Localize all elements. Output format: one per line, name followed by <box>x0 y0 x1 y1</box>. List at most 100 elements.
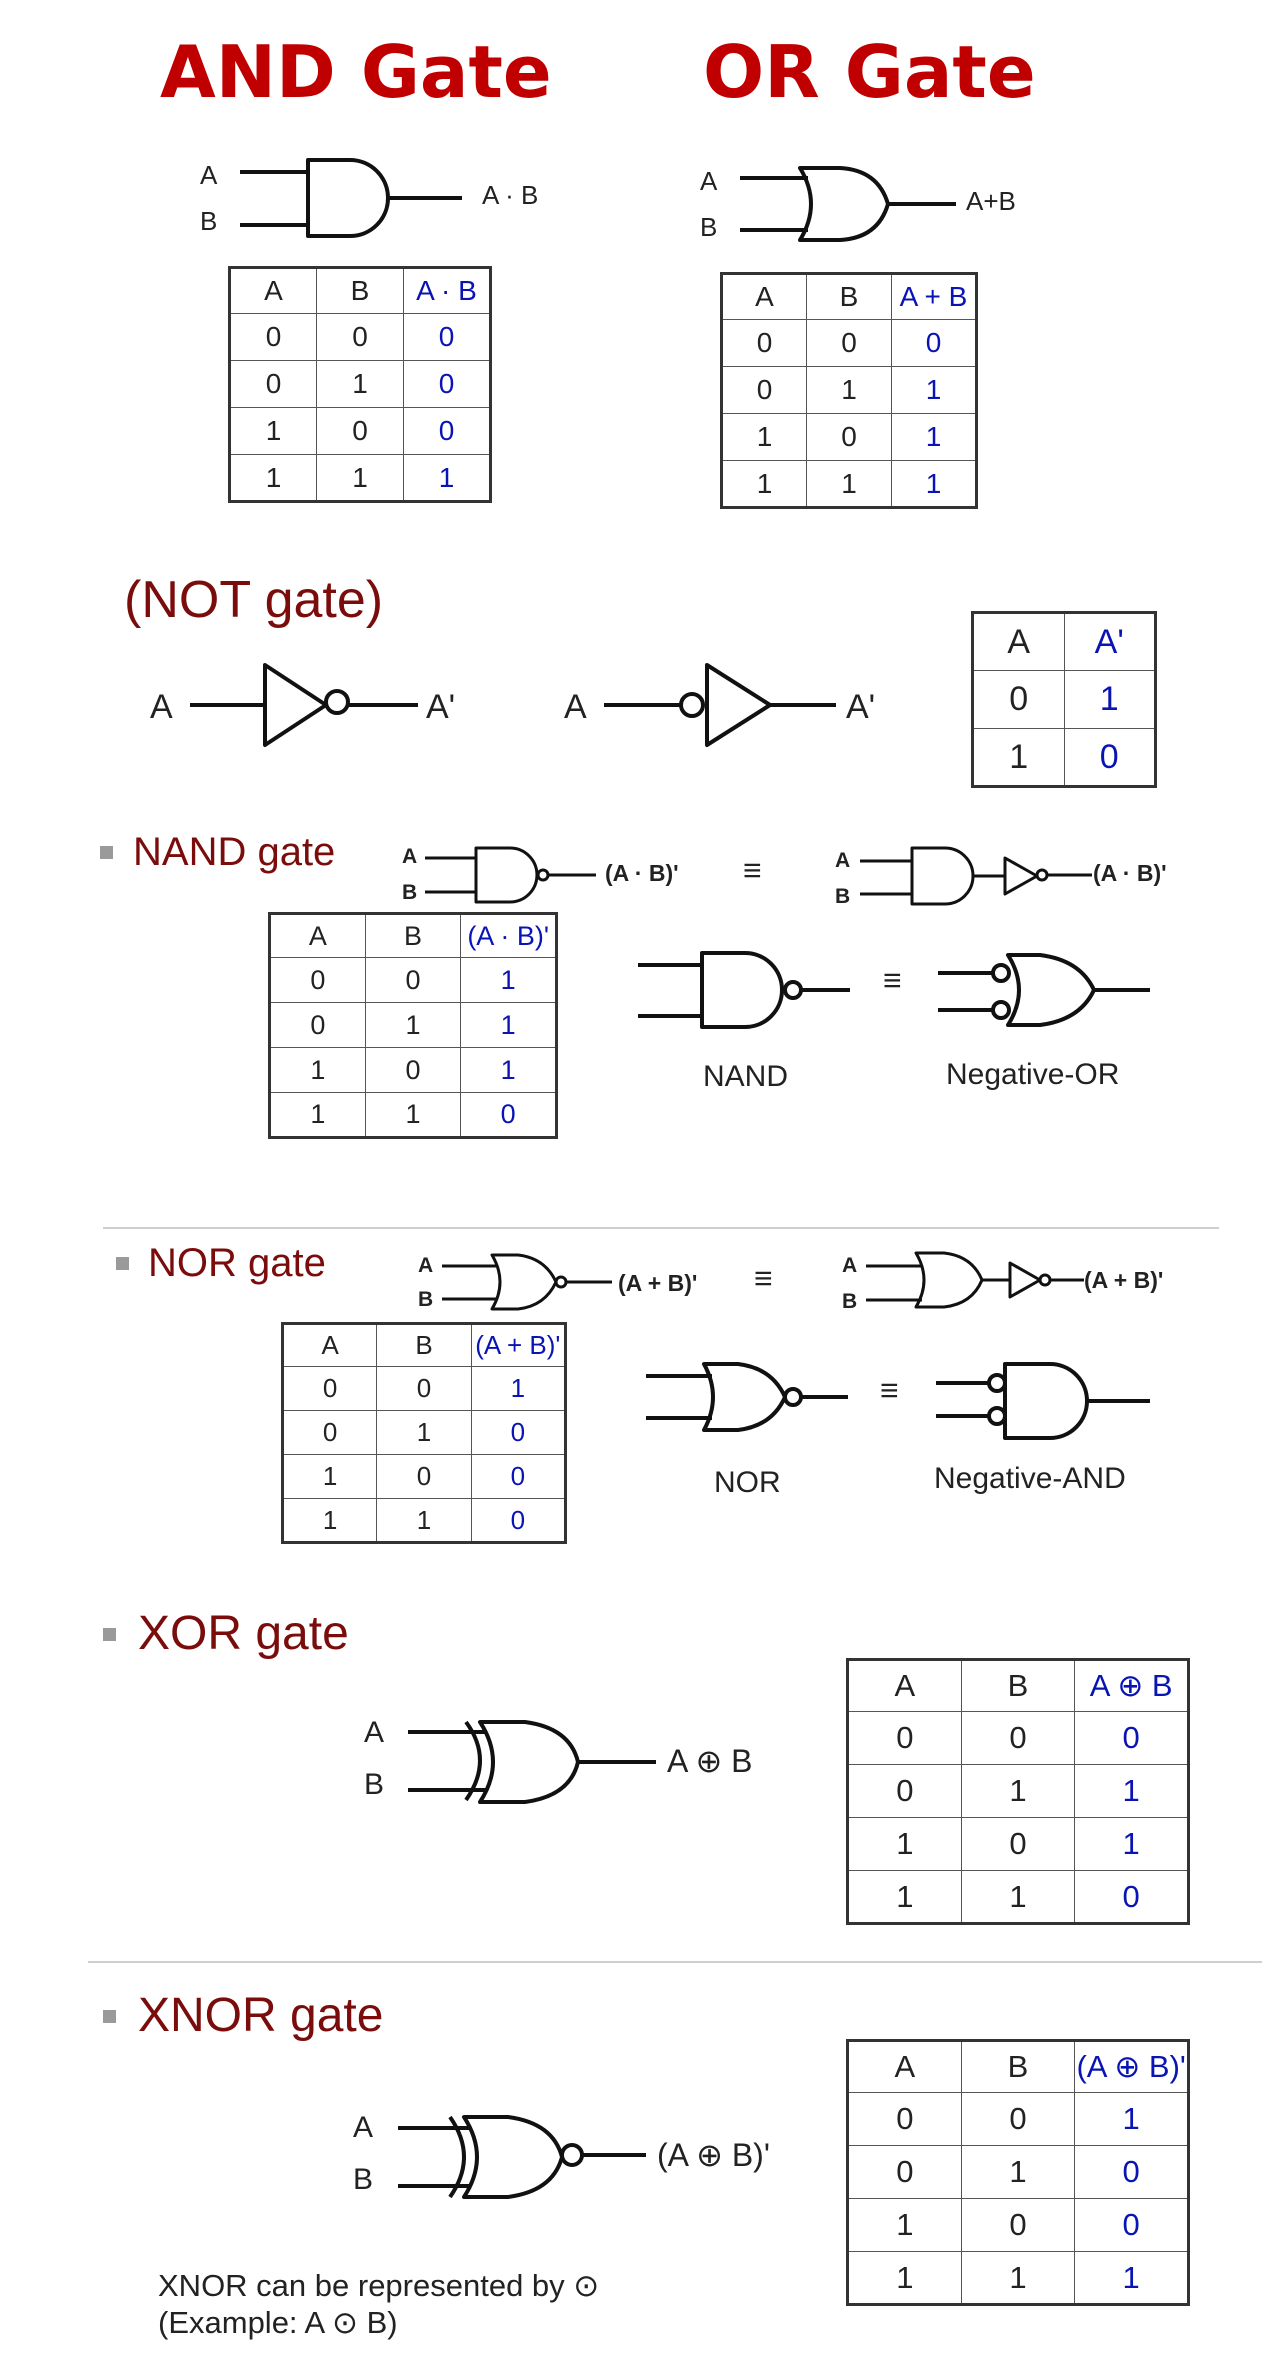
table-cell: 1 <box>269 1092 366 1138</box>
table-cell: 1 <box>721 460 807 508</box>
nand-equivalent-symbol: ≡ <box>743 852 762 888</box>
table-cell: 0 <box>403 313 491 361</box>
table-cell: 0 <box>1074 2198 1189 2252</box>
table-cell: 1 <box>316 360 404 408</box>
table-cell: 0 <box>1074 2145 1189 2199</box>
xor-output-label: A ⊕ B <box>667 1743 753 1779</box>
table-cell: 1 <box>403 454 491 502</box>
table-cell: 0 <box>281 1366 378 1411</box>
table-cell: 1 <box>1074 1764 1189 1818</box>
table-cell: 0 <box>806 319 892 367</box>
nor-output-label-2: (A + B)' <box>1084 1267 1164 1293</box>
table-cell: 1 <box>960 2251 1076 2305</box>
table-cell: 1 <box>960 2145 1076 2199</box>
not-output-label-2: A' <box>846 688 876 726</box>
table-cell: 1 <box>806 460 892 508</box>
table-header: (A ⊕ B)' <box>1074 2040 1189 2093</box>
not-input-label-1: A <box>150 688 173 726</box>
table-cell: 0 <box>470 1498 567 1543</box>
table-cell: 0 <box>721 366 807 414</box>
nand-gate-title: NAND gate <box>133 830 336 874</box>
table-cell: 1 <box>460 1047 557 1093</box>
nand-output-label-2: (A · B)' <box>1093 860 1167 886</box>
xnor-note-line-2: (Example: A ⊙ B) <box>158 2305 398 2340</box>
table-cell: 0 <box>376 1454 472 1499</box>
not-output-label-1: A' <box>426 688 456 726</box>
table-cell: 1 <box>972 728 1065 787</box>
nand-equivalent-symbol-2: ≡ <box>883 962 902 998</box>
table-cell: 1 <box>960 1870 1076 1924</box>
table-cell: 0 <box>316 313 404 361</box>
table-cell: 1 <box>847 1870 962 1924</box>
table-cell: 1 <box>460 957 557 1003</box>
nand-input-a2-label: A <box>835 849 851 872</box>
or-gate-title: OR Gate <box>703 30 1036 114</box>
or-output-label: A+B <box>966 186 1016 216</box>
table-header: A <box>847 2040 962 2093</box>
xnor-gate-title: XNOR gate <box>138 1989 384 2042</box>
nor-output-label: (A + B)' <box>618 1270 698 1296</box>
table-cell: 1 <box>847 1817 962 1871</box>
section-divider <box>103 1227 1219 1229</box>
nand-bullet-icon <box>100 846 113 859</box>
nand-caption: NAND <box>703 1060 789 1093</box>
table-cell: 0 <box>269 957 366 1003</box>
nor-input-a2-label: A <box>842 1254 858 1277</box>
table-cell: 1 <box>891 413 977 461</box>
and-input-a-label: A <box>200 160 218 190</box>
table-header: A <box>269 913 366 958</box>
xor-gate-title: XOR gate <box>138 1607 349 1660</box>
table-cell: 1 <box>229 407 317 455</box>
nor-input-b-label: B <box>418 1288 434 1311</box>
table-header: A' <box>1063 612 1156 671</box>
negative-or-caption: Negative-OR <box>946 1058 1120 1091</box>
table-cell: 0 <box>847 2145 962 2199</box>
table-cell: 0 <box>460 1092 557 1138</box>
table-cell: 0 <box>972 670 1065 729</box>
table-cell: 1 <box>376 1498 472 1543</box>
or-input-b-label: B <box>700 212 718 242</box>
table-cell: 1 <box>1074 2092 1189 2146</box>
table-cell: 1 <box>721 413 807 461</box>
xnor-note-line-1: XNOR can be represented by ⊙ <box>158 2268 600 2303</box>
and-input-b-label: B <box>200 206 218 236</box>
table-cell: 1 <box>847 2198 962 2252</box>
xor-input-a-label: A <box>364 1716 385 1749</box>
table-cell: 0 <box>1063 728 1156 787</box>
table-cell: 1 <box>806 366 892 414</box>
not-input-label-2: A <box>564 688 587 726</box>
table-cell: 1 <box>269 1047 366 1093</box>
table-header: A + B <box>891 273 977 320</box>
table-header: B <box>960 2040 1076 2093</box>
table-cell: 1 <box>364 1092 462 1138</box>
table-header: B <box>806 273 892 320</box>
table-cell: 1 <box>1074 1817 1189 1871</box>
xnor-input-a-label: A <box>353 2111 374 2144</box>
table-cell: 0 <box>403 360 491 408</box>
table-header: A <box>972 612 1065 671</box>
nor-equivalent-symbol: ≡ <box>754 1260 773 1296</box>
section-divider <box>88 1961 1262 1963</box>
and-output-label: A · B <box>482 180 539 210</box>
table-cell: 0 <box>960 2198 1076 2252</box>
nor-caption: NOR <box>714 1466 781 1499</box>
table-cell: 0 <box>376 1366 472 1411</box>
table-cell: 1 <box>1063 670 1156 729</box>
table-cell: 1 <box>364 1002 462 1048</box>
